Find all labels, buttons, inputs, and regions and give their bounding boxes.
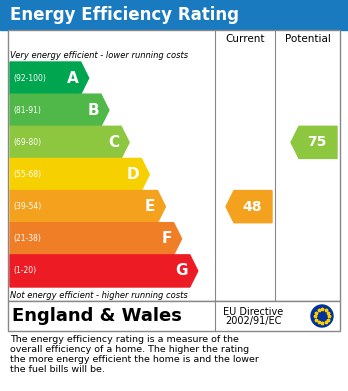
Bar (0, 0, 348, 30)
Text: EU Directive: EU Directive (223, 307, 283, 317)
Bar (8, 301, 340, 331)
Bar (8, 30, 340, 301)
Text: Current: Current (225, 34, 265, 44)
Text: (1-20): (1-20) (13, 266, 36, 275)
Text: (92-100): (92-100) (13, 74, 46, 83)
Text: (81-91): (81-91) (13, 106, 41, 115)
Polygon shape (10, 158, 149, 190)
Polygon shape (10, 223, 182, 255)
Polygon shape (10, 94, 109, 126)
Text: A: A (67, 70, 79, 86)
Polygon shape (226, 190, 272, 223)
Text: overall efficiency of a home. The higher the rating: overall efficiency of a home. The higher… (10, 345, 249, 354)
Polygon shape (10, 190, 165, 223)
Text: Energy Efficiency Rating: Energy Efficiency Rating (10, 6, 239, 24)
Text: England & Wales: England & Wales (12, 307, 182, 325)
Circle shape (311, 305, 333, 327)
Polygon shape (10, 255, 198, 287)
Text: (21-38): (21-38) (13, 234, 41, 243)
Text: Very energy efficient - lower running costs: Very energy efficient - lower running co… (10, 50, 188, 59)
Text: the more energy efficient the home is and the lower: the more energy efficient the home is an… (10, 355, 259, 364)
Text: B: B (87, 103, 99, 118)
Polygon shape (10, 126, 129, 158)
Text: F: F (161, 231, 172, 246)
Text: 48: 48 (242, 200, 262, 213)
Text: 2002/91/EC: 2002/91/EC (225, 316, 281, 326)
Text: the fuel bills will be.: the fuel bills will be. (10, 365, 105, 374)
Text: D: D (127, 167, 139, 182)
Text: (39-54): (39-54) (13, 202, 41, 211)
Polygon shape (291, 126, 337, 158)
Text: G: G (175, 264, 188, 278)
Polygon shape (10, 62, 89, 94)
Text: The energy efficiency rating is a measure of the: The energy efficiency rating is a measur… (10, 335, 239, 344)
Text: E: E (145, 199, 156, 214)
Text: Not energy efficient - higher running costs: Not energy efficient - higher running co… (10, 291, 188, 300)
Text: (69-80): (69-80) (13, 138, 41, 147)
Text: C: C (108, 135, 119, 150)
Text: (55-68): (55-68) (13, 170, 41, 179)
Text: Potential: Potential (285, 34, 331, 44)
Text: 75: 75 (307, 135, 327, 149)
